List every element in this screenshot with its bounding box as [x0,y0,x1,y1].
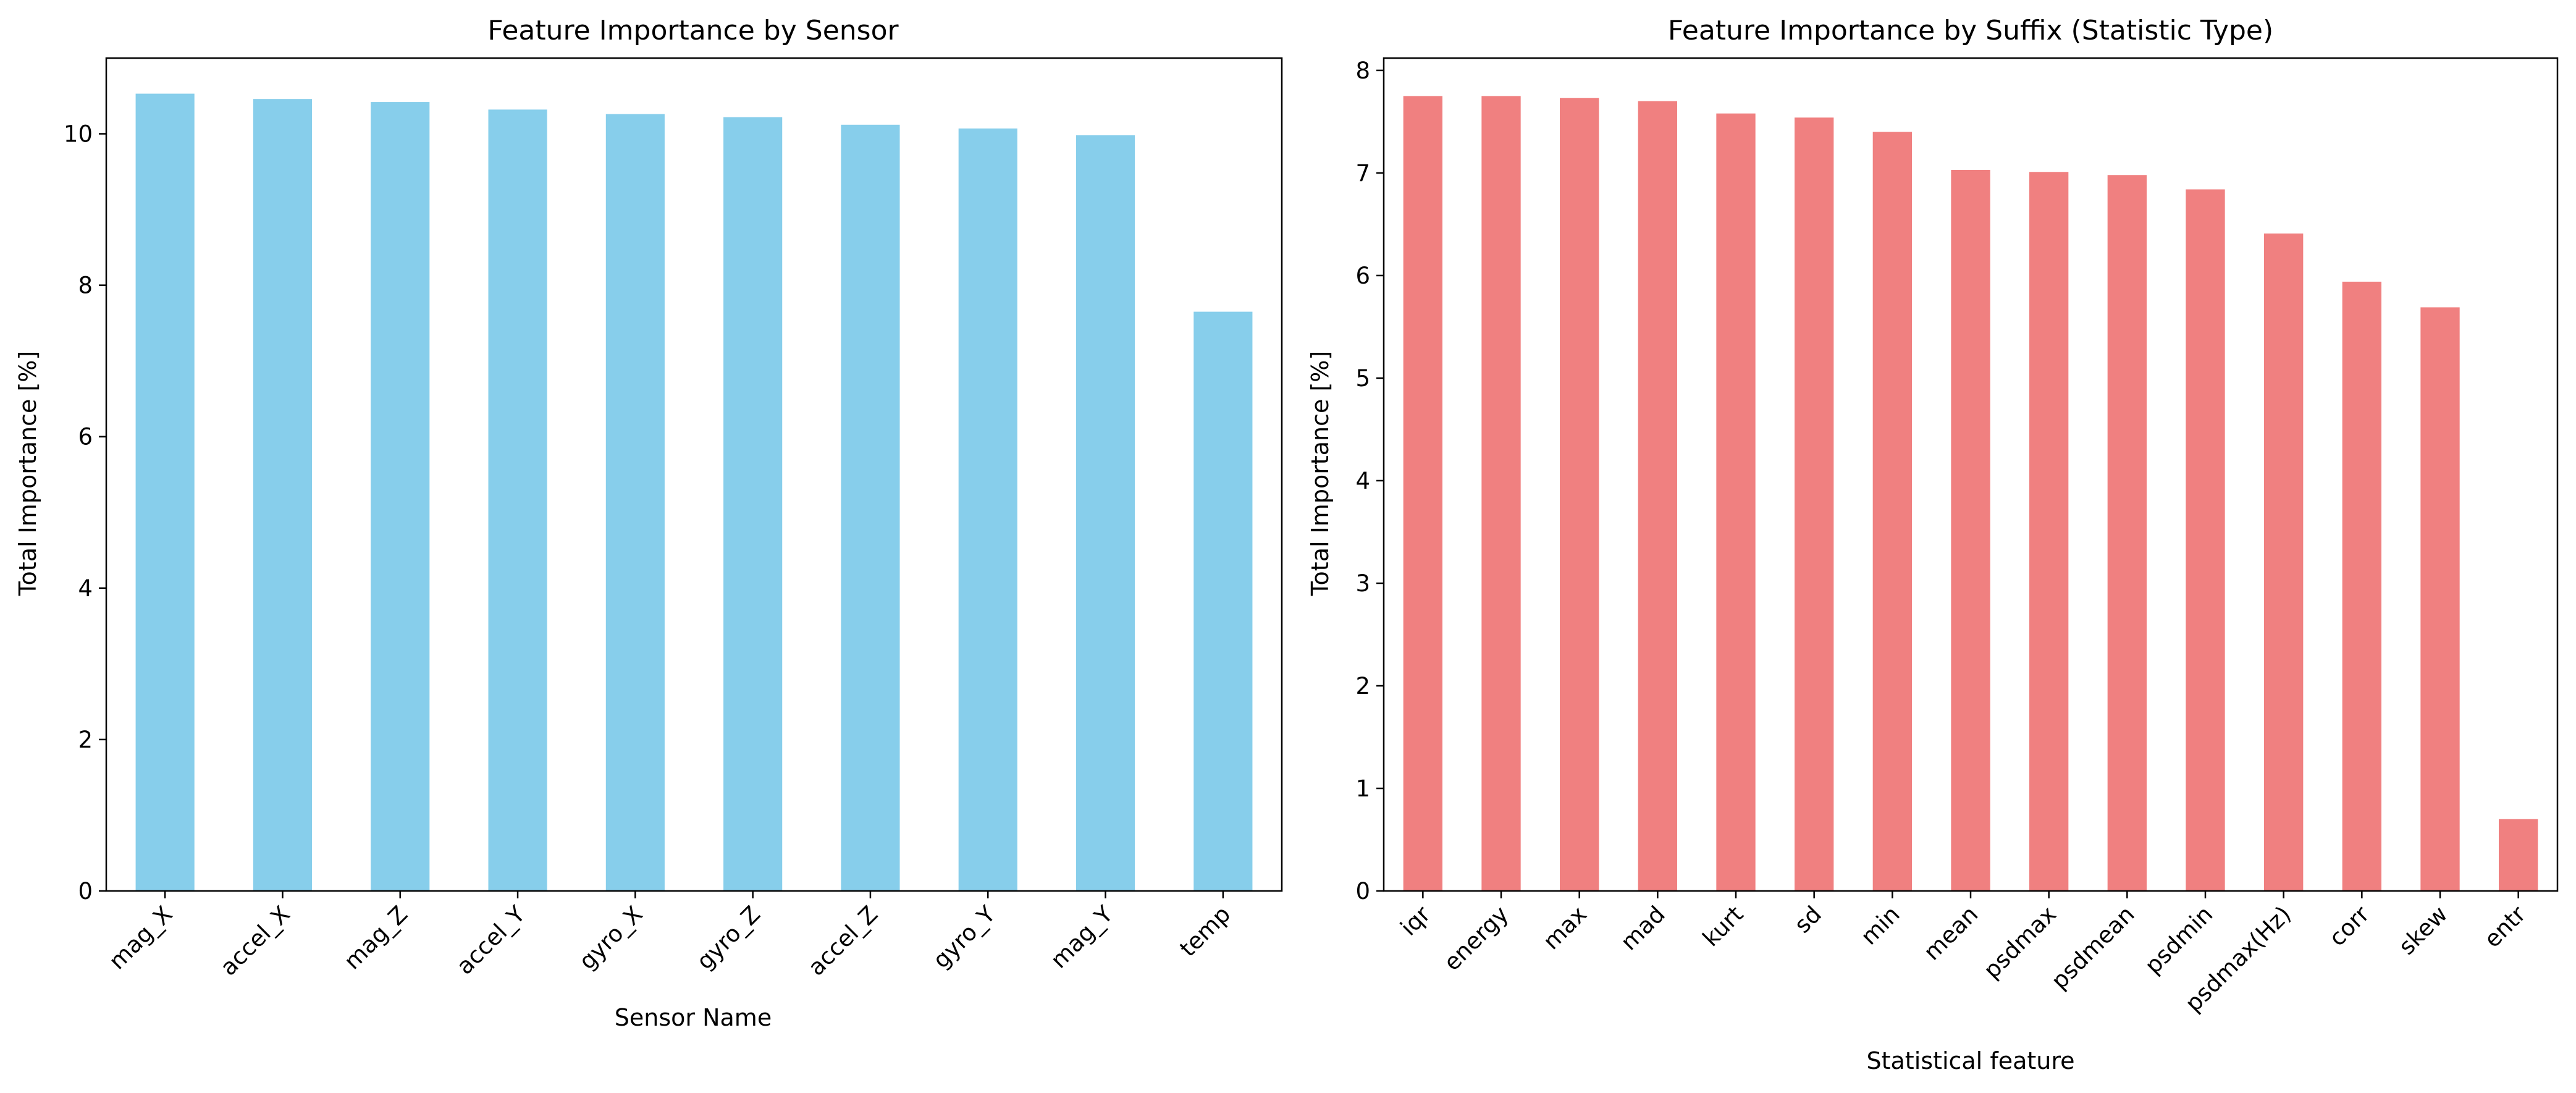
bar-accel_X [253,99,313,891]
bar-skew [2420,307,2460,891]
bar-mag_Y [1075,135,1135,892]
y-ticks: 0 2 4 6 8 10 [64,121,106,905]
y-tick-label: 6 [1355,263,1370,289]
bar-iqr [1403,96,1442,892]
bar-max [1560,98,1599,891]
bars-group [1403,96,2538,892]
bar-corr [2342,281,2381,891]
y-tick-label: 2 [1355,673,1370,699]
chart-title: Feature Importance by Suffix (Statistic … [1668,15,2273,46]
plot-frame [1383,57,2559,892]
y-tick-label: 5 [1355,365,1370,392]
y-tick-label: 8 [78,272,93,299]
y-tick-label: 1 [1355,775,1370,802]
bar-psdmax(Hz) [2264,233,2304,892]
bar-gyro_Z [723,117,783,891]
y-tick-label: 0 [1355,878,1370,905]
y-tick-label: 0 [78,878,93,905]
y-tick-label: 2 [78,727,93,753]
y-axis-label: Total Importance [%] [14,351,41,596]
bar-sd [1795,117,1834,891]
bar-entr [2499,819,2538,891]
y-tick-label: 4 [78,575,93,602]
bar-mag_Z [371,102,430,891]
y-tick-label: 4 [1355,468,1370,494]
bar-psdmax [2029,172,2069,891]
bar-gyro_Y [958,128,1017,891]
y-tick-label: 6 [78,424,93,450]
y-tick-label: 8 [1355,57,1370,84]
bar-psdmean [2107,175,2147,891]
bar-temp [1193,311,1253,891]
bar-mag_X [135,93,195,892]
y-axis-label: Total Importance [%] [1307,351,1334,596]
plot-frame [105,57,1283,892]
y-tick-label: 10 [64,121,93,148]
chart-title: Feature Importance by Sensor [487,15,899,46]
bar-mean [1951,169,1990,892]
y-tick-label: 3 [1355,570,1370,597]
bar-accel_Z [841,124,900,892]
bar-accel_Y [488,109,547,891]
bar-mad [1638,101,1677,892]
bar-energy [1481,96,1521,892]
y-ticks: 0 1 2 3 4 5 6 7 8 [1355,57,1384,905]
y-tick-label: 7 [1355,160,1370,187]
bar-gyro_X [605,114,665,892]
x-axis-label: Statistical feature [1866,1047,2074,1074]
x-axis-label: Sensor Name [615,1004,772,1031]
bar-kurt [1716,113,1756,892]
bar-psdmin [2186,189,2225,891]
bars-group [135,93,1253,892]
bar-min [1872,132,1912,891]
